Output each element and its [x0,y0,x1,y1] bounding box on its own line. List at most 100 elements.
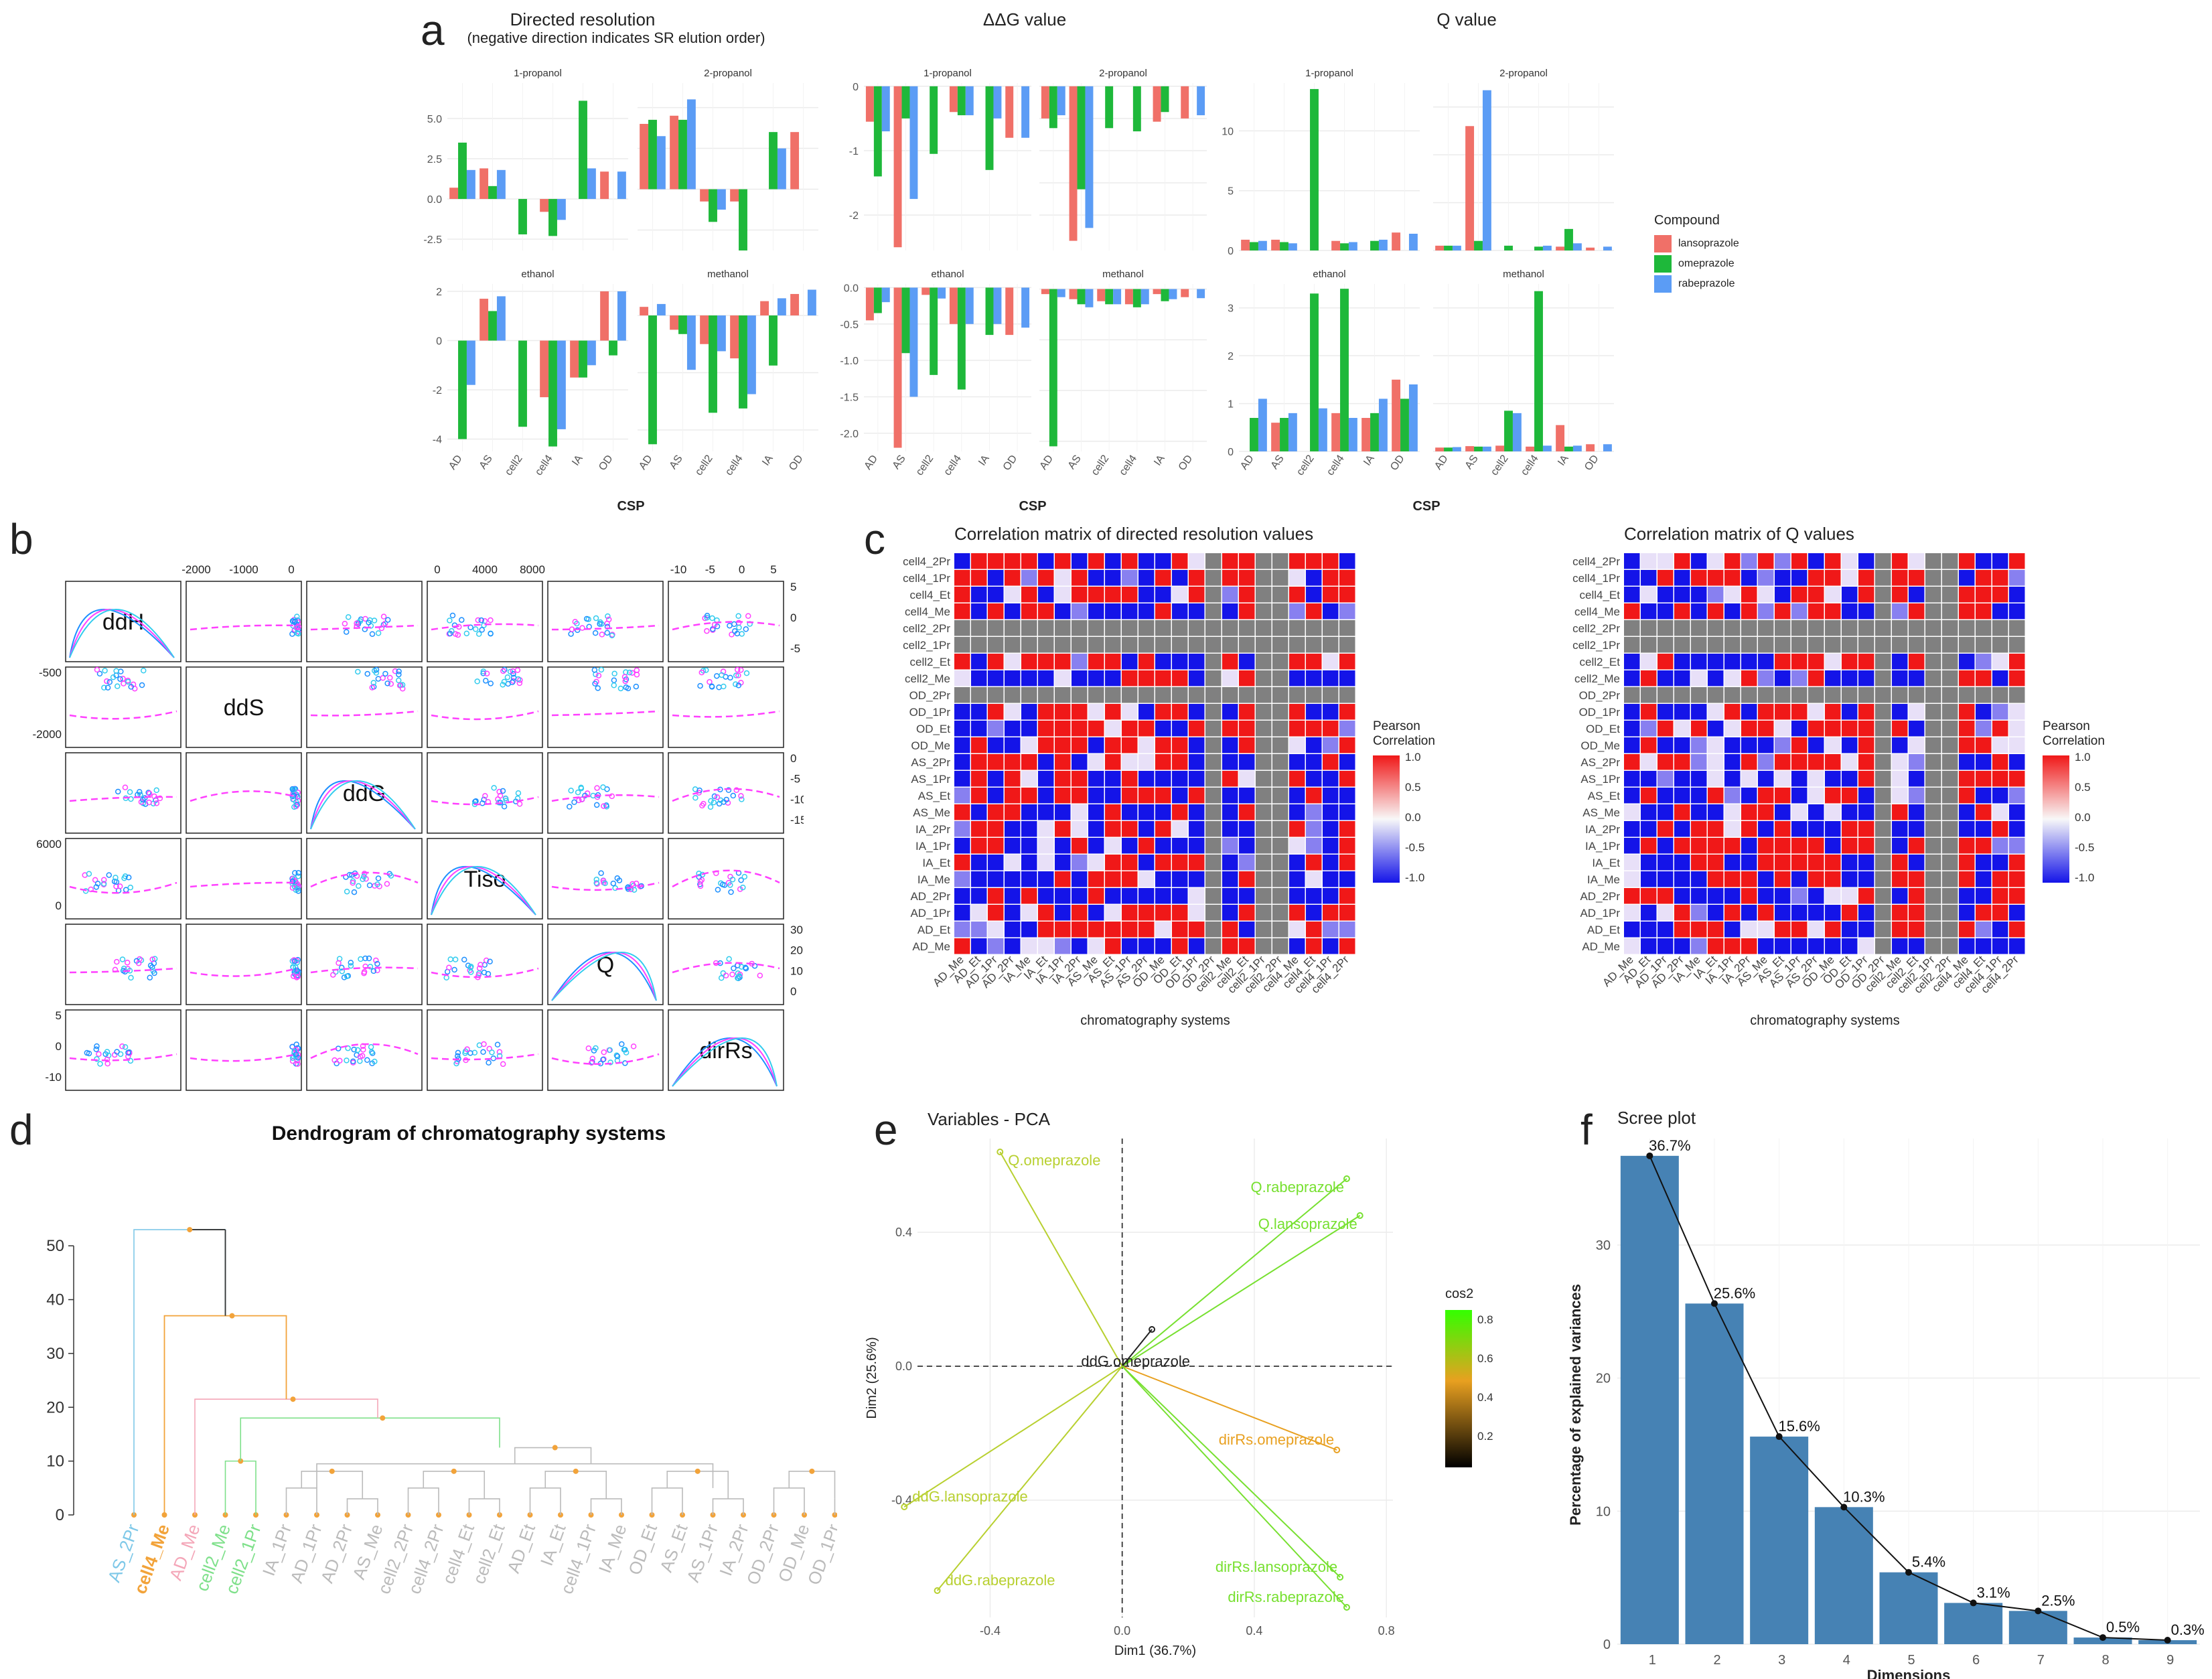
bar-rabeprazole [1318,408,1327,451]
heatmap-cell [1021,620,1037,636]
heatmap-cell [1038,603,1054,619]
heatmap-cell [1942,821,1958,837]
heatmap-cell [1825,821,1841,837]
scatter-point [106,679,113,685]
scatter-point [575,789,581,796]
heatmap-cell [1808,888,1824,904]
heatmap-cell [1323,938,1339,954]
left-tick-label: 5 [56,1009,62,1022]
heatmap-cell [1005,721,1021,737]
heatmap-cell [1189,587,1205,603]
matrix-cell [427,752,543,834]
scatter-point [593,880,599,886]
scatter-point [609,632,615,639]
x-tick-label: 4 [1843,1653,1850,1668]
scatter-point [481,969,488,976]
heatmap-cell [1105,771,1121,787]
heatmap-cell [1775,587,1791,603]
bar-rabeprazole [1085,86,1094,228]
scatter-point [125,1049,131,1055]
heatmap-cell [988,938,1004,954]
scatter-point [113,875,119,881]
dendrogram-link [163,1315,287,1515]
heatmap-cell [2009,603,2025,619]
heatmap-cell [1021,670,1037,686]
heatmap-cell [1959,637,1975,653]
heatmap-cell [1641,788,1657,804]
scree-title: Scree plot [1617,1108,1696,1128]
y-tick-label: 10 [1222,126,1234,137]
heatmap-cell [1222,670,1238,686]
heatmap-cell [1306,704,1322,720]
heatmap-cell [1875,721,1891,737]
heatmap-cell [1909,871,1925,887]
heatmap-cell [1088,788,1104,804]
heatmap-cell [1021,788,1037,804]
heatmap-cell [1674,804,1690,820]
density-curve [431,866,536,916]
bar-lansoprazole [449,188,459,200]
heatmap-cell [1959,821,1975,837]
heatmap-cell [1055,737,1071,753]
heatmap-cell [1289,871,1305,887]
heatmap-cell [1791,553,1808,569]
pca-arrow [999,1151,1123,1367]
bar-lansoprazole [670,315,679,330]
heatmap-cell [1875,938,1891,954]
scatter-point [475,631,482,637]
scatter-point [396,671,402,678]
scatter-point [396,682,403,688]
heatmap-cell [1105,922,1121,938]
scatter-point [153,800,160,806]
scatter-point [289,786,296,792]
scatter-point [289,879,296,885]
heatmap-cell [1925,888,1941,904]
heatmap-cell [1691,603,1707,619]
y-tick-label: 0 [1228,447,1234,458]
scatter-point [743,670,750,676]
scatter-point [625,685,632,692]
percent-label: 0.3% [2171,1621,2205,1638]
heatmap-cell [1992,687,2008,703]
legend-colorbar [1373,755,1400,883]
heatmap-cell [1155,771,1171,787]
heatmap-cell [1825,938,1841,954]
arrow-head [1343,1604,1350,1611]
bar-omeprazole [579,100,587,200]
loess-curve [431,796,539,806]
heatmap-cell [1657,938,1674,954]
scatter-point [703,667,709,673]
heatmap-cell [1657,871,1674,887]
pca-arrow [1121,1366,1341,1578]
heatmap-cell [1959,603,1975,619]
heatmap-cell [2009,821,2025,837]
heatmap-cell [2009,704,2025,720]
heatmap-cell [1976,654,1992,670]
scatter-point [289,1043,295,1050]
heatmap-cell [1674,821,1690,837]
scatter-point [579,796,585,802]
ddg-title: ΔΔG value [982,9,1067,29]
heatmap-cell [1205,754,1222,770]
scatter-point [701,800,707,807]
heatmap-cell [1005,871,1021,887]
heatmap-cell [1205,905,1222,921]
legend-tick-label: -1.0 [2075,871,2094,884]
heatmap-cell [1239,888,1255,904]
scatter-point [291,804,297,810]
heatmap-cell [1105,804,1121,820]
vector-label: ddG.omeprazole [1081,1353,1190,1370]
row-label: OD_Me [911,739,950,752]
merge-node [694,1468,701,1474]
heatmap-cell [1172,938,1188,954]
heatmap-cell [1808,771,1824,787]
heatmap-cell [1055,570,1071,586]
heatmap-cell [1088,570,1104,586]
heatmap-cell [1222,821,1238,837]
heatmap-cell [2009,771,2025,787]
bar-omeprazole [488,311,497,341]
legend-tick-label: 1.0 [1405,751,1421,763]
heatmap-cell [1222,737,1238,753]
dendrogram-link [301,1471,364,1499]
heatmap-cell [1791,855,1808,871]
